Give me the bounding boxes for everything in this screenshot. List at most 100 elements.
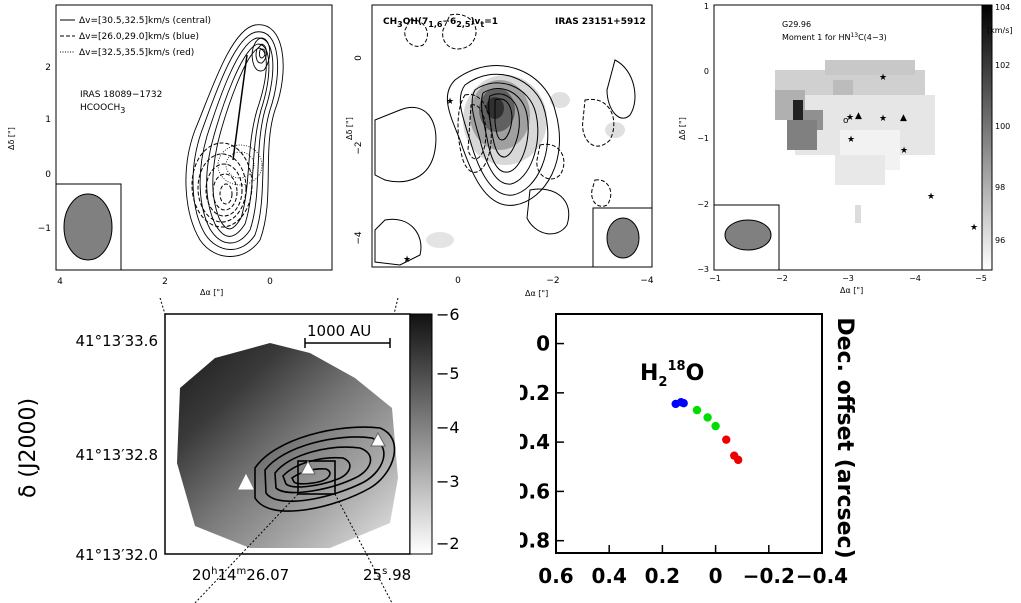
p1-ylabel: Δδ ["] bbox=[7, 127, 16, 150]
p1-ytick-2: 0 bbox=[45, 170, 51, 180]
legend-entry-0: Δv=[30.5,32.5]km/s (central) bbox=[79, 16, 211, 26]
panel-5-scatter: 0.60.40.20−0.2−0.40−0.2−0.4−0.6−0.8 H218… bbox=[520, 313, 857, 588]
source-label-2: IRAS 23151+5912 bbox=[555, 17, 646, 27]
beam-ellipse-1 bbox=[63, 193, 113, 261]
scatter-xtick-label: 0.4 bbox=[591, 564, 626, 588]
zoom-diag-2 bbox=[334, 493, 393, 603]
p3-cbtick-4: 96 bbox=[995, 236, 1005, 245]
p2-xtick-1: −2 bbox=[546, 276, 559, 286]
p2-ylabel: Δδ ["] bbox=[345, 117, 354, 140]
red-contours bbox=[217, 144, 263, 186]
p3-xtick-4: −5 bbox=[975, 274, 987, 283]
dashed-contours-2 bbox=[404, 13, 615, 207]
p4-xtick-left: 20h14m26.07 bbox=[192, 566, 289, 584]
colorbar-3 bbox=[981, 4, 993, 271]
panel-2-frame bbox=[371, 4, 653, 268]
scatter-xtick-label: −0.2 bbox=[743, 564, 795, 588]
scatter-point bbox=[692, 405, 702, 415]
p1-ytick-1: 1 bbox=[45, 115, 51, 125]
p4-ylabel: δ (J2000) bbox=[16, 398, 41, 498]
species-label: H218O bbox=[640, 359, 704, 390]
panel-5-frame bbox=[555, 313, 823, 554]
scatter-ytick-label: −0.2 bbox=[520, 381, 550, 405]
source-label-1: IRAS 18089−1732 bbox=[80, 90, 162, 100]
svg-text:★: ★ bbox=[847, 135, 855, 145]
p3-cb-unit: [km/s] bbox=[987, 26, 1013, 35]
p3-xtick-0: −1 bbox=[709, 274, 721, 283]
star-markers-3: ★ ★ ★ ★ ★ ★ ★ ▲ ▲ o bbox=[843, 73, 978, 233]
p4-ytick-0: 41°13′33.6 bbox=[76, 332, 158, 350]
p1-xtick-1: 2 bbox=[162, 277, 168, 287]
p2-ytick-1: −2 bbox=[354, 141, 364, 154]
svg-text:★: ★ bbox=[879, 73, 887, 83]
panel-1-frame bbox=[55, 4, 333, 271]
p4-cbtick-0: −6 bbox=[436, 305, 460, 324]
svg-text:★: ★ bbox=[900, 146, 908, 156]
p4-ytick-1: 41°13′32.8 bbox=[76, 446, 158, 464]
panel-2-contour-map: ★ ★ CH3OH(71,6−62,5)vt=1 IRAS 23151+5912… bbox=[345, 4, 654, 298]
scatter-xtick-label: 0 bbox=[709, 564, 723, 588]
beam-ellipse-3 bbox=[724, 219, 772, 251]
zoom-line-left bbox=[159, 298, 166, 315]
p4-cbtick-2: −4 bbox=[436, 418, 460, 437]
p4-cbtick-3: −3 bbox=[436, 472, 460, 491]
p3-xtick-2: −3 bbox=[842, 274, 854, 283]
scale-bar-label: 1000 AU bbox=[307, 322, 371, 340]
scatter-xtick-label: 0.2 bbox=[645, 564, 680, 588]
scatter-point bbox=[722, 435, 731, 444]
scatter-ytick-label: 0 bbox=[536, 332, 550, 356]
panel-4-velocity-map: 1000 AU −6 −5 −4 −3 −2 41°13′33.6 41°13′… bbox=[16, 298, 460, 603]
scatter-xtick-label: 0.6 bbox=[538, 564, 573, 588]
moment-label-3: Moment 1 for HN13C(4−3) bbox=[782, 32, 887, 42]
p2-xtick-2: −4 bbox=[640, 276, 654, 286]
p3-cbtick-1: 102 bbox=[995, 61, 1010, 70]
p5-ylabel: Dec. offset (arcsec) bbox=[832, 317, 857, 558]
triangle-marker-3 bbox=[370, 431, 386, 447]
blue-contours bbox=[191, 142, 253, 228]
p4-ytick-2: 41°13′32.0 bbox=[76, 546, 158, 564]
scatter-points bbox=[671, 398, 743, 465]
p3-ytick-0: 1 bbox=[704, 2, 709, 11]
svg-text:★: ★ bbox=[879, 114, 887, 124]
p3-xlabel: Δα ["] bbox=[840, 286, 863, 295]
svg-text:★: ★ bbox=[846, 113, 854, 123]
line-label-2: CH3OH(71,6−62,5)vt=1 bbox=[383, 17, 498, 29]
p1-ytick-0: 2 bbox=[45, 63, 51, 73]
scatter-ytick-label: −0.8 bbox=[520, 529, 550, 553]
svg-text:▲: ▲ bbox=[900, 113, 907, 123]
scatter-ytick-label: −0.6 bbox=[520, 479, 550, 503]
svg-text:▲: ▲ bbox=[855, 111, 862, 121]
scatter-point bbox=[734, 455, 743, 465]
p4-cbtick-4: −2 bbox=[436, 534, 460, 553]
star-marker-2: ★ bbox=[446, 97, 454, 107]
velocity-field bbox=[177, 343, 398, 548]
p3-cbtick-2: 100 bbox=[995, 122, 1010, 131]
p3-ytick-3: −2 bbox=[697, 200, 709, 209]
p3-ytick-1: 0 bbox=[704, 67, 709, 76]
p3-xtick-3: −4 bbox=[909, 274, 921, 283]
p4-cbtick-1: −5 bbox=[436, 364, 460, 383]
p3-ytick-2: −1 bbox=[697, 134, 709, 143]
p3-ytick-4: −3 bbox=[697, 265, 709, 274]
star-marker-2b: ★ bbox=[403, 255, 411, 265]
moment-pixels bbox=[775, 60, 935, 223]
p2-ytick-0: 0 bbox=[354, 55, 364, 61]
zoom-box bbox=[297, 460, 336, 495]
scatter-point bbox=[711, 421, 720, 431]
scatter-xtick-label: −0.4 bbox=[796, 564, 848, 588]
colorbar-4 bbox=[409, 313, 433, 555]
triangle-marker-2 bbox=[300, 459, 316, 475]
p4-xtick-right: 25s.98 bbox=[363, 566, 411, 584]
zoom-line-right bbox=[393, 298, 399, 315]
triangle-marker-1 bbox=[238, 473, 254, 490]
scatter-ytick-label: −0.4 bbox=[520, 430, 550, 454]
scatter-ticks: 0.60.40.20−0.2−0.40−0.2−0.4−0.6−0.8 bbox=[520, 332, 848, 588]
scatter-point bbox=[679, 398, 688, 408]
panel-3-moment-map: ★ ★ ★ ★ ★ ★ ★ ▲ ▲ o G29.96 Moment 1 for … bbox=[678, 2, 1013, 295]
scatter-point bbox=[703, 413, 712, 422]
p3-xtick-1: −2 bbox=[776, 274, 788, 283]
p3-cbtick-3: 98 bbox=[995, 183, 1005, 192]
beam-ellipse-2 bbox=[606, 217, 640, 259]
svg-text:o: o bbox=[843, 116, 849, 126]
p3-ylabel: Δδ ["] bbox=[678, 117, 687, 140]
